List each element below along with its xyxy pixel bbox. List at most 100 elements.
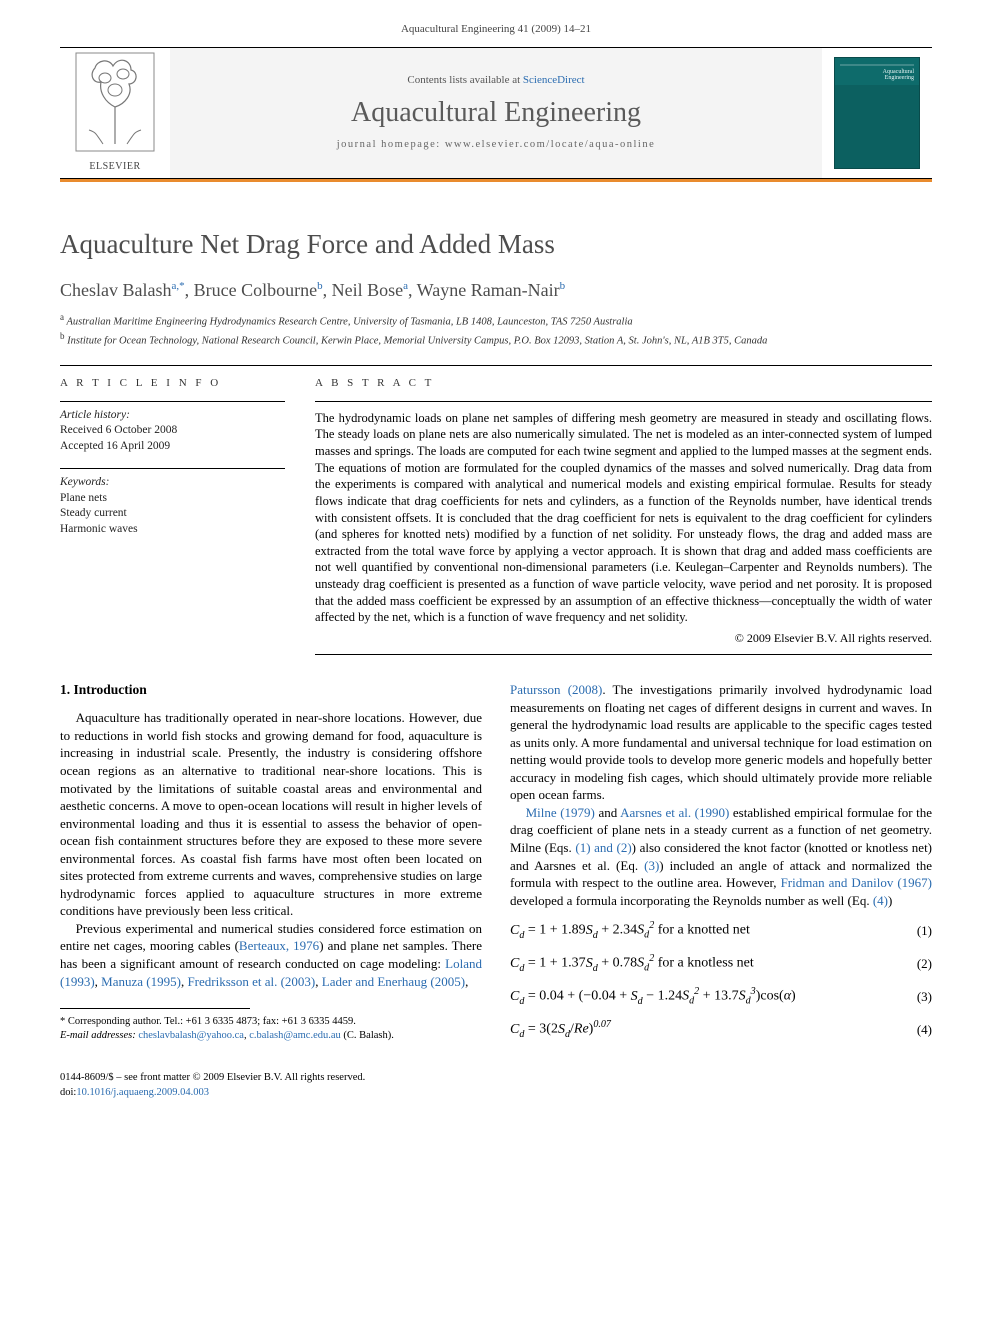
publisher-logo-block: ELSEVIER [60,48,170,178]
intro-para-4: Milne (1979) and Aarsnes et al. (1990) e… [510,804,932,909]
author-2-marks: a [403,280,408,292]
author-3-marks: b [560,280,566,292]
info-rule-1 [60,401,285,402]
rule-above-abstract [60,365,932,366]
eq2-body: Cd = 1 + 1.37Sd + 0.78Sd2 for a knotless… [510,952,754,975]
homepage-line: journal homepage: www.elsevier.com/locat… [337,138,656,152]
article-history: Article history: Received 6 October 2008… [60,408,285,455]
orange-rule [60,179,932,182]
eq1-num: (1) [917,922,932,940]
homepage-url: www.elsevier.com/locate/aqua-online [445,139,655,150]
eq3-num: (3) [917,988,932,1006]
p3: . The investigations primarily involved … [510,682,932,802]
equation-2: Cd = 1 + 1.37Sd + 0.78Sd2 for a knotless… [510,952,932,975]
affiliation-b: b Institute for Ocean Technology, Nation… [60,330,932,349]
history-label: Article history: [60,408,285,424]
equation-4: Cd = 3(2Sd/Re)0.07 (4) [510,1018,932,1041]
banner-center: Contents lists available at ScienceDirec… [170,48,822,178]
keywords-block: Keywords: Plane nets Steady current Harm… [60,475,285,537]
heading-introduction: 1. Introduction [60,681,482,699]
cite-milne[interactable]: Milne (1979) [526,805,595,820]
cite-manuza[interactable]: Manuza (1995) [101,974,181,989]
contents-prefix: Contents lists available at [407,74,522,86]
abs-rule [315,401,932,402]
doi-link[interactable]: 10.1016/j.aquaeng.2009.04.003 [76,1087,209,1098]
front-matter-line: 0144-8609/$ – see front matter © 2009 El… [60,1071,932,1085]
eqref-3[interactable]: (3) [644,858,659,873]
p4e: developed a formula incorporating the Re… [510,893,873,908]
corresponding-author: * Corresponding author. Tel.: +61 3 6335… [60,1015,482,1029]
doi-line: doi:10.1016/j.aquaeng.2009.04.003 [60,1086,932,1100]
footnotes: * Corresponding author. Tel.: +61 3 6335… [60,1015,482,1043]
journal-banner: ELSEVIER Contents lists available at Sci… [60,47,932,179]
received-date: Received 6 October 2008 [60,423,285,439]
email-1[interactable]: cheslavbalash@yahoo.ca [138,1030,244,1041]
page-footer: 0144-8609/$ – see front matter © 2009 El… [60,1071,932,1099]
affiliation-a: a Australian Maritime Engineering Hydrod… [60,311,932,330]
eq4-body: Cd = 3(2Sd/Re)0.07 [510,1018,611,1041]
abs-rule-bottom [315,654,932,655]
equation-1: Cd = 1 + 1.89Sd + 2.34Sd2 for a knotted … [510,919,932,942]
keyword-1: Steady current [60,506,285,522]
email-2[interactable]: c.balash@amc.edu.au [249,1030,341,1041]
keyword-0: Plane nets [60,491,285,507]
article-info-heading: A R T I C L E I N F O [60,376,285,391]
cover-label-1: Aquacultural [883,69,914,75]
contents-line: Contents lists available at ScienceDirec… [407,73,584,88]
intro-para-2: Previous experimental and numerical stud… [60,920,482,990]
eqref-12[interactable]: (1) and (2) [575,840,631,855]
intro-para-3: Patursson (2008). The investigations pri… [510,681,932,804]
abstract-copyright: © 2009 Elsevier B.V. All rights reserved… [315,630,932,646]
cite-fredriksson[interactable]: Fredriksson et al. (2003) [187,974,315,989]
article-info-col: A R T I C L E I N F O Article history: R… [60,376,285,655]
affil-b-text: Institute for Ocean Technology, National… [67,335,767,346]
cover-thumb-block: AquaculturalEngineering [822,48,932,178]
emails-line: E-mail addresses: cheslavbalash@yahoo.ca… [60,1029,482,1043]
keywords-label: Keywords: [60,475,285,491]
cite-aarsnes[interactable]: Aarsnes et al. (1990) [620,805,729,820]
info-abstract-row: A R T I C L E I N F O Article history: R… [60,376,932,655]
cite-berteaux[interactable]: Berteaux, 1976 [239,938,319,953]
cite-fridman[interactable]: Fridman and Danilov (1967) [781,875,932,890]
affil-b-mark: b [60,331,65,341]
elsevier-tree-icon [74,52,156,152]
eq3-body: Cd = 0.04 + (−0.04 + Sd − 1.24Sd2 + 13.7… [510,985,796,1008]
keyword-2: Harmonic waves [60,522,285,538]
abstract-heading: A B S T R A C T [315,376,932,391]
email-label: E-mail addresses: [60,1030,136,1041]
publisher-name: ELSEVIER [74,160,156,174]
cite-patursson[interactable]: Patursson (2008) [510,682,602,697]
accepted-date: Accepted 16 April 2009 [60,439,285,455]
abstract-text: The hydrodynamic loads on plane net samp… [315,410,932,626]
article-title: Aquaculture Net Drag Force and Added Mas… [60,226,932,262]
p4a: and [595,805,620,820]
abstract-col: A B S T R A C T The hydrodynamic loads o… [315,376,932,655]
author-1: Bruce Colbourne [194,280,317,300]
author-2: Neil Bose [332,280,404,300]
doi-prefix: doi: [60,1087,76,1098]
footnote-separator [60,1008,250,1009]
running-head: Aquacultural Engineering 41 (2009) 14–21 [60,22,932,37]
affil-a-mark: a [60,312,64,322]
affil-a-text: Australian Maritime Engineering Hydrodyn… [66,316,632,327]
homepage-prefix: journal homepage: [337,139,445,150]
intro-para-1: Aquaculture has traditionally operated i… [60,709,482,920]
equation-3: Cd = 0.04 + (−0.04 + Sd − 1.24Sd2 + 13.7… [510,985,932,1008]
author-1-marks: b [317,280,323,292]
journal-title: Aquacultural Engineering [351,94,641,132]
email-tail: (C. Balash). [341,1030,394,1041]
cover-label-2: Engineering [885,75,914,81]
p4f: ) [888,893,892,908]
author-0-marks: a,* [171,280,184,292]
journal-cover-thumb: AquaculturalEngineering [834,57,920,169]
body-columns: 1. Introduction Aquaculture has traditio… [60,681,932,1051]
author-3: Wayne Raman-Nair [417,280,560,300]
eqref-4[interactable]: (4) [873,893,888,908]
sciencedirect-link[interactable]: ScienceDirect [523,74,585,86]
eq2-num: (2) [917,955,932,973]
author-list: Cheslav Balasha,*, Bruce Colbourneb, Nei… [60,278,932,302]
eq4-num: (4) [917,1021,932,1039]
cite-lader[interactable]: Lader and Enerhaug (2005) [322,974,465,989]
eq1-body: Cd = 1 + 1.89Sd + 2.34Sd2 for a knotted … [510,919,750,942]
author-0: Cheslav Balash [60,280,171,300]
